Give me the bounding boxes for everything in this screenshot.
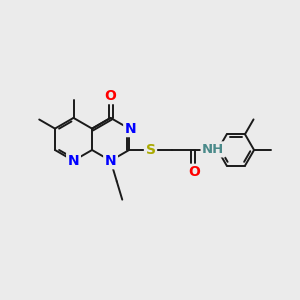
- Text: S: S: [146, 143, 155, 157]
- Text: O: O: [188, 165, 200, 179]
- Text: NH: NH: [202, 143, 224, 156]
- Text: N: N: [125, 122, 136, 136]
- Text: N: N: [68, 154, 79, 168]
- Text: N: N: [105, 154, 116, 168]
- Text: O: O: [105, 88, 116, 103]
